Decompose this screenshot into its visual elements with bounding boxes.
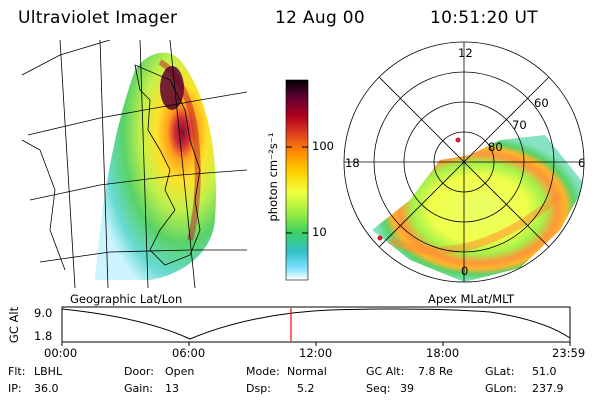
altitude-ylabel: GC Alt [7, 306, 22, 344]
lat-80-label: 80 [488, 140, 503, 154]
mlt-12-label: 12 [458, 46, 473, 60]
seq-value: 39 [400, 382, 414, 395]
geographic-map [22, 40, 247, 288]
gain-value: 13 [165, 382, 179, 395]
geo-map-caption: Geographic Lat/Lon [70, 292, 183, 306]
altitude-ytick-high: 9.0 [34, 306, 53, 320]
colorbar-tick-10: 10 [312, 225, 327, 239]
altitude-xtick-2: 12:00 [299, 346, 333, 360]
altitude-curve [61, 308, 571, 340]
colorbar-tick-100: 100 [312, 139, 334, 153]
gain-label: Gain: [124, 382, 153, 395]
altitude-ytick-low: 1.8 [34, 329, 53, 343]
altitude-xtick-1: 06:00 [172, 346, 206, 360]
mlt-0-label: 0 [461, 264, 469, 278]
mode-value: Normal [287, 365, 327, 378]
coastline [134, 64, 201, 266]
door-value: Open [165, 365, 195, 378]
lat-60-label: 60 [534, 96, 549, 110]
colorbar [285, 79, 309, 281]
mlt-6-label: 6 [578, 156, 586, 170]
date-label: 12 Aug 00 [275, 8, 365, 28]
ip-label: IP: [8, 382, 22, 395]
lat-70-label: 70 [512, 118, 527, 132]
altitude-xtick-3: 18:00 [426, 346, 460, 360]
instrument-title: Ultraviolet Imager [18, 8, 178, 28]
dsp-label: Dsp: [246, 382, 271, 395]
flt-value: LBHL [34, 365, 63, 378]
door-label: Door: [124, 365, 154, 378]
colorbar-unit-label: photon cm⁻²s⁻¹ [266, 132, 280, 222]
gcalt-label: GC Alt: [366, 365, 405, 378]
gcalt-value: 7.8 Re [418, 365, 453, 378]
glat-value: 51.0 [532, 365, 557, 378]
polar-caption: Apex MLat/MLT [428, 292, 515, 306]
flt-label: Flt: [8, 365, 26, 378]
glon-value: 237.9 [532, 382, 564, 395]
mode-label: Mode: [246, 365, 280, 378]
polar-plot [343, 41, 585, 283]
seq-label: Seq: [366, 382, 391, 395]
time-label: 10:51:20 UT [430, 8, 538, 28]
glat-label: GLat: [485, 365, 515, 378]
ip-value: 36.0 [34, 382, 59, 395]
altitude-xtick-0: 00:00 [44, 346, 78, 360]
aurora-emission-polar [372, 135, 584, 282]
mlt-18-label: 18 [345, 156, 360, 170]
altitude-xtick-4: 23:59 [552, 346, 586, 360]
dsp-value: 5.2 [297, 382, 315, 395]
altitude-plot [61, 306, 571, 346]
aurora-emission-geo [95, 52, 216, 280]
glon-label: GLon: [485, 382, 517, 395]
